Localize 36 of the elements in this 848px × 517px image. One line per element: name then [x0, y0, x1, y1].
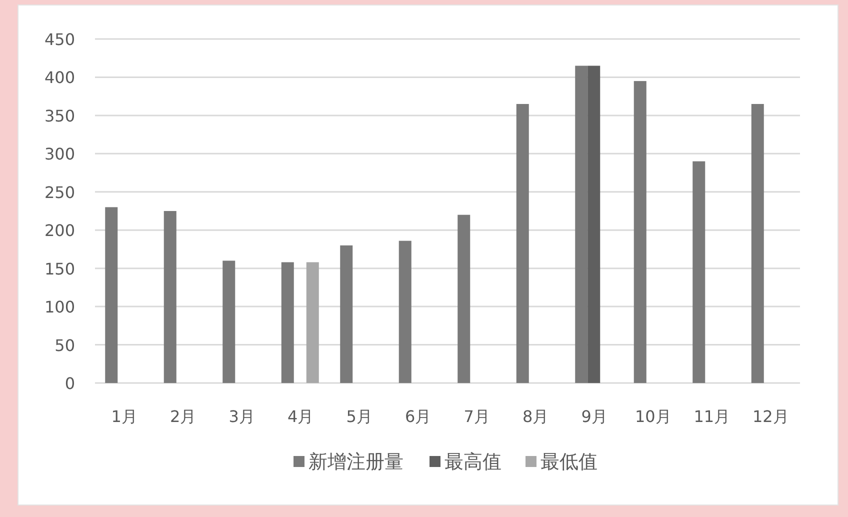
bar: [458, 214, 470, 383]
y-tick-label: 400: [44, 68, 75, 88]
x-tick-label: 4月: [288, 407, 314, 426]
x-tick-label: 1月: [111, 407, 138, 426]
x-tick-label: 10月: [634, 407, 672, 426]
y-tick-label: 0: [64, 374, 75, 393]
x-tick-label: 8月: [522, 407, 549, 426]
x-tick-label: 12月: [752, 407, 789, 426]
legend-label: 新增注册量: [308, 451, 404, 473]
legend-label: 最高值: [444, 451, 502, 473]
y-tick-label: 350: [44, 106, 75, 126]
x-tick-label: 5月: [346, 407, 372, 426]
y-tick-label: 300: [44, 144, 75, 164]
bar: [398, 240, 412, 383]
y-tick-label: 450: [44, 30, 75, 49]
bar: [222, 260, 236, 383]
y-tick-label: 200: [44, 221, 75, 240]
y-tick-label: 100: [44, 298, 75, 317]
y-tick-label: 250: [44, 182, 75, 202]
y-tick-label: 50: [54, 336, 75, 355]
x-tick-label: 11月: [694, 407, 730, 426]
x-tick-label: 9月: [581, 407, 608, 426]
bar: [281, 262, 294, 383]
bar: [692, 161, 706, 383]
legend-label: 最低值: [540, 451, 598, 473]
y-tick-label: 150: [44, 259, 75, 278]
x-tick-label: 3月: [228, 407, 255, 426]
x-tick-label: 7月: [464, 407, 490, 426]
x-tick-label: 6月: [405, 407, 432, 426]
bar: [634, 81, 646, 383]
bar: [164, 211, 176, 383]
bar: [751, 104, 764, 383]
bar: [340, 245, 353, 383]
bar: [516, 104, 529, 383]
x-tick-label: 2月: [170, 407, 196, 426]
bar: [105, 207, 118, 383]
